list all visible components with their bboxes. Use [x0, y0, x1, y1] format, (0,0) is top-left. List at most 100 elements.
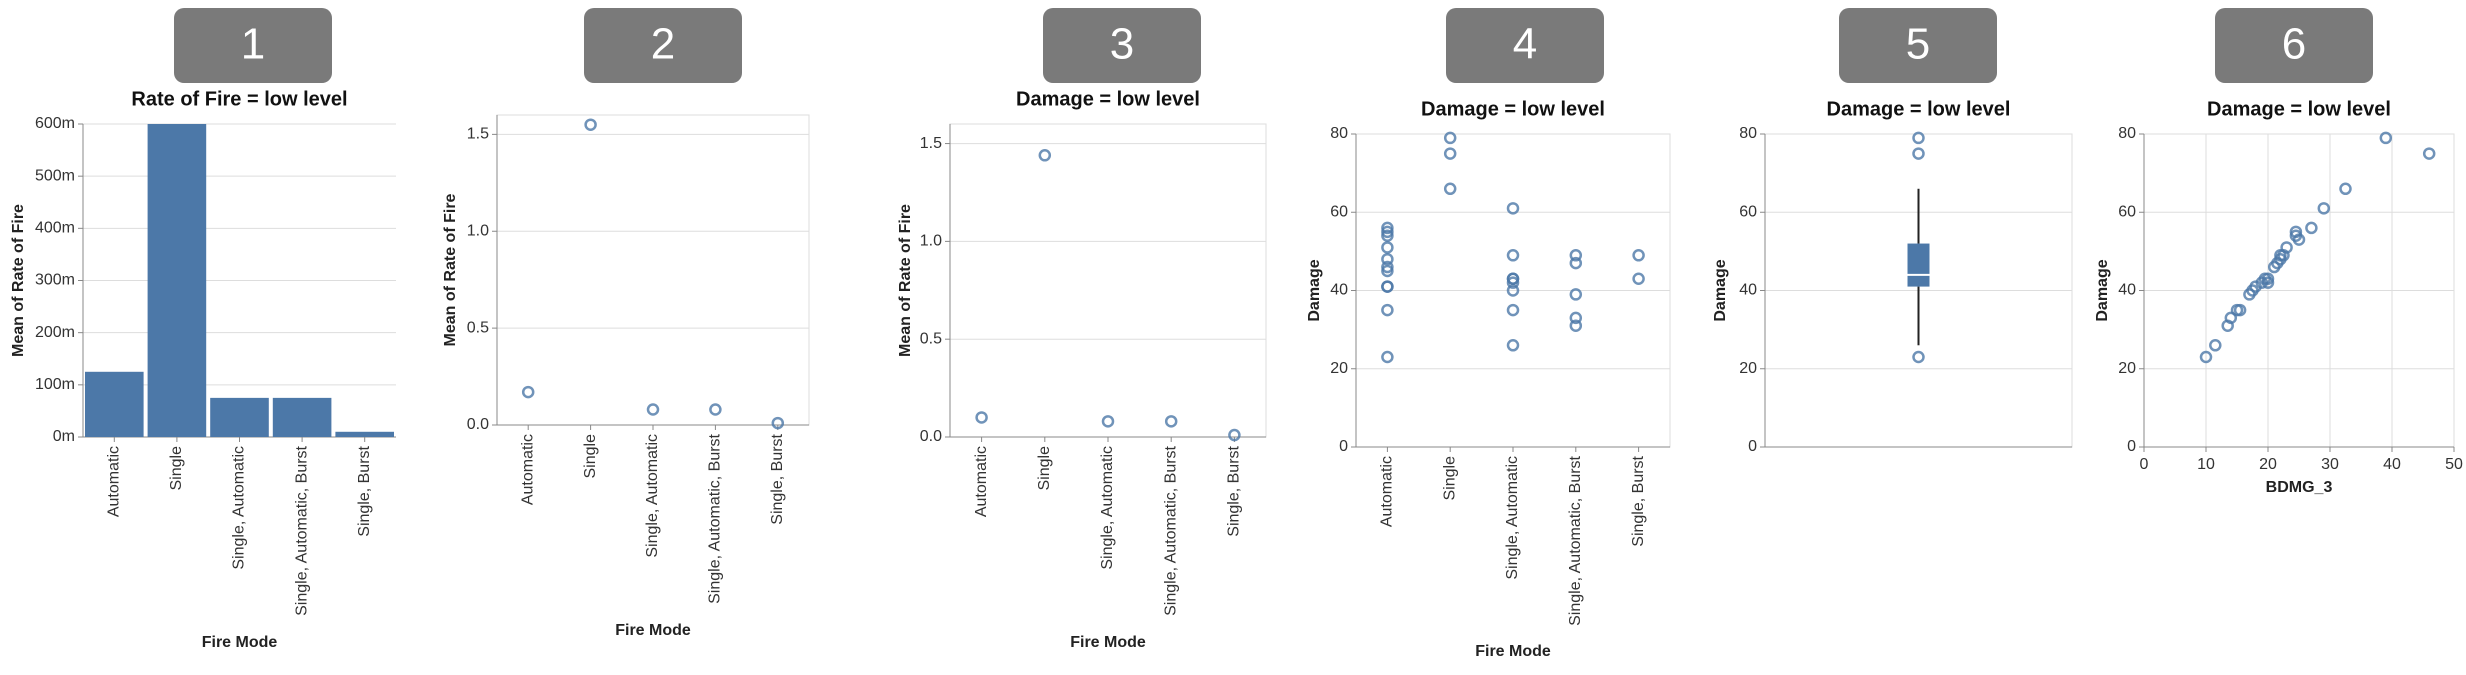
point: [1381, 264, 1394, 278]
point: [1912, 147, 1925, 160]
point: [1381, 260, 1394, 274]
point: [1569, 288, 1583, 301]
point: [771, 416, 785, 430]
y-axis-label: Damage: [1306, 259, 1323, 321]
badge-box: [1839, 8, 1997, 83]
badge-box: [2215, 8, 2373, 83]
x-tick-label: 20: [2259, 456, 2277, 473]
point: [2199, 350, 2213, 364]
bar: [85, 371, 144, 437]
point: [1506, 249, 1520, 262]
y-tick-label: 400m: [35, 220, 75, 237]
y-tick-label: 600m: [35, 115, 75, 132]
plot-frame: [496, 114, 810, 426]
y-tick-label: 40: [2118, 282, 2136, 299]
point: [1381, 241, 1394, 254]
chart-title: Damage = low level: [1016, 88, 1200, 110]
point: [1381, 280, 1394, 293]
x-tick-label: Automatic: [106, 446, 123, 517]
y-axis-label: Mean of Rate of Fire: [10, 204, 27, 357]
point: [1381, 350, 1394, 364]
x-tick-label: 0: [2140, 456, 2149, 473]
point: [1506, 202, 1520, 215]
y-tick-label: 0.0: [920, 428, 942, 445]
y-tick-label: 20: [2118, 360, 2136, 377]
x-tick-label: Single: [1441, 456, 1458, 501]
y-tick-label: 0m: [53, 428, 75, 445]
point: [646, 403, 660, 416]
point: [1569, 256, 1583, 270]
x-tick-label: Single, Burst: [769, 433, 786, 524]
y-tick-label: 0: [2127, 438, 2136, 455]
y-tick-label: 0: [1748, 438, 1757, 455]
x-tick-label: Automatic: [973, 446, 990, 517]
point: [1443, 182, 1457, 196]
point: [709, 403, 722, 416]
bar: [335, 431, 394, 437]
point: [1443, 147, 1457, 160]
badge-box: [584, 8, 742, 83]
point: [1381, 225, 1394, 239]
y-tick-label: 40: [1330, 282, 1348, 299]
x-tick-label: Single, Automatic, Burst: [293, 445, 310, 615]
x-tick-label: Automatic: [519, 434, 536, 505]
x-axis-label: Fire Mode: [1070, 634, 1146, 651]
y-tick-label: 1.0: [920, 233, 942, 250]
y-axis-label: Damage: [1712, 259, 1729, 321]
chart-title: Damage = low level: [1421, 98, 1605, 120]
point: [1101, 415, 1115, 428]
point: [1569, 311, 1583, 325]
y-tick-label: 60: [1330, 203, 1348, 220]
badge-box: [1043, 8, 1201, 83]
x-axis-label: BDMG_3: [2266, 479, 2333, 496]
y-tick-label: 20: [1739, 360, 1757, 377]
x-tick-label: 10: [2197, 456, 2215, 473]
point: [1381, 229, 1394, 242]
badge-box: [1446, 8, 1604, 83]
x-tick-label: Single, Automatic: [231, 446, 248, 570]
x-tick-label: Single, Automatic: [1504, 456, 1521, 580]
badge-label: 2: [651, 20, 675, 69]
x-tick-label: Single, Automatic: [644, 434, 661, 558]
y-tick-label: 0: [1339, 438, 1348, 455]
y-tick-label: 1.0: [467, 222, 489, 239]
point: [2422, 147, 2436, 160]
bar: [272, 397, 332, 437]
point: [1632, 272, 1645, 286]
point: [1569, 249, 1583, 262]
y-tick-label: 200m: [35, 324, 75, 341]
point: [1506, 303, 1520, 317]
x-tick-label: Single, Burst: [1226, 445, 1243, 536]
point: [1912, 131, 1925, 145]
badge-label: 1: [241, 20, 265, 69]
point: [584, 118, 597, 131]
point: [2209, 339, 2222, 352]
y-tick-label: 60: [2118, 203, 2136, 220]
x-tick-label: 50: [2445, 456, 2463, 473]
bar: [210, 397, 269, 437]
point: [1381, 252, 1394, 266]
point: [2233, 303, 2247, 317]
y-tick-label: 1.5: [467, 126, 489, 143]
point: [2317, 202, 2331, 215]
point: [1569, 319, 1583, 332]
y-tick-label: 0.0: [467, 416, 489, 433]
point: [2280, 241, 2293, 254]
point: [2305, 221, 2318, 235]
badge-label: 6: [2282, 20, 2306, 69]
point: [2339, 182, 2352, 196]
y-tick-label: 80: [2118, 125, 2136, 142]
y-tick-label: 60: [1739, 203, 1757, 220]
point: [2379, 131, 2393, 145]
box: [1907, 243, 1930, 287]
x-axis-label: Fire Mode: [615, 622, 691, 639]
badge-label: 5: [1906, 20, 1930, 69]
y-axis-label: Mean of Rate of Fire: [897, 204, 914, 357]
point: [521, 385, 535, 399]
x-tick-label: Single, Automatic, Burst: [707, 433, 724, 603]
x-tick-label: Single, Burst: [356, 445, 373, 536]
x-tick-label: 30: [2321, 456, 2339, 473]
point: [1038, 149, 1052, 162]
badge-box: [174, 8, 332, 83]
